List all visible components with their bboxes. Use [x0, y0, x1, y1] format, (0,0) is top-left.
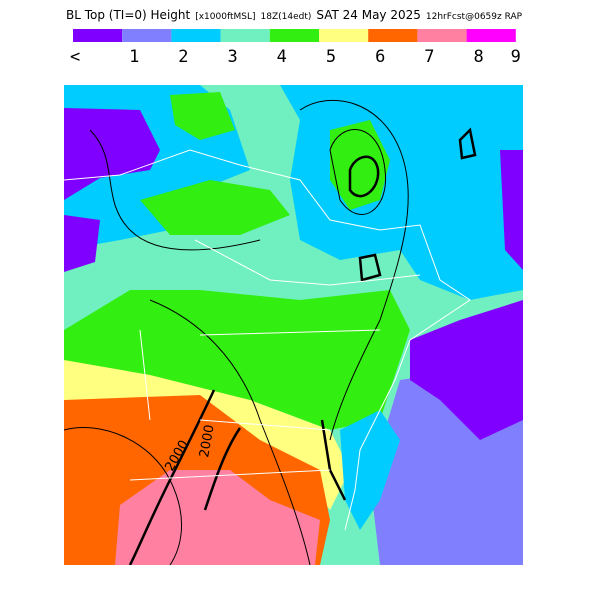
- legend-swatch: [122, 29, 172, 42]
- legend-label: 9: [511, 47, 521, 67]
- title: BL Top (TI=0) Height [x1000ftMSL] 18Z(14ed…: [66, 8, 523, 22]
- legend: <1 2 3 4 5 6 7 8 9: [70, 29, 521, 67]
- legend-swatch: [220, 29, 270, 42]
- legend-label: <: [70, 47, 80, 67]
- contour-thick: [128, 389, 216, 565]
- legend-label: 1: [129, 47, 139, 67]
- title-part: [x1000ftMSL]: [195, 12, 255, 22]
- legend-label: 6: [375, 47, 385, 67]
- title-part: 12hrFcst@0659z RAP: [426, 12, 523, 22]
- legend-swatch: [368, 29, 418, 42]
- contour: [89, 129, 261, 251]
- contour-label: 2000: [197, 423, 218, 458]
- purple-area: [410, 300, 523, 440]
- legend-label: 8: [473, 47, 483, 67]
- title-part: 18Z(14edt): [261, 12, 312, 22]
- coastline: [64, 149, 471, 531]
- legend-label: 3: [227, 47, 237, 67]
- legend-swatch: [269, 29, 319, 42]
- legend-label: 7: [424, 47, 434, 67]
- pink-area: [115, 470, 320, 565]
- contour-thick: [458, 127, 477, 160]
- purple-area: [64, 215, 100, 272]
- contour: [149, 299, 311, 565]
- contour: [299, 99, 409, 441]
- legend-label: 5: [326, 47, 336, 67]
- legend-swatch: [319, 29, 369, 42]
- purple-area: [500, 150, 523, 270]
- title-part: SAT 24 May 2025: [316, 8, 421, 22]
- legend-swatch: [171, 29, 221, 42]
- map: 2000 2000: [64, 85, 523, 565]
- legend-swatch: [73, 29, 123, 42]
- contour: [329, 129, 387, 215]
- state-border: [129, 239, 421, 481]
- title-part: BL Top (TI=0) Height: [66, 8, 190, 22]
- legend-label: 2: [178, 47, 188, 67]
- cyan-area: [340, 410, 400, 530]
- contour-thick: [348, 155, 380, 198]
- contour-thick: [203, 427, 242, 511]
- green-area: [140, 180, 290, 235]
- legend-swatch: [466, 29, 516, 42]
- legend-label: 4: [277, 47, 287, 67]
- green-area: [64, 290, 410, 430]
- legend-swatch: [417, 29, 467, 42]
- purple-area: [64, 108, 160, 200]
- contour-thick: [358, 253, 382, 282]
- green-area: [170, 92, 235, 140]
